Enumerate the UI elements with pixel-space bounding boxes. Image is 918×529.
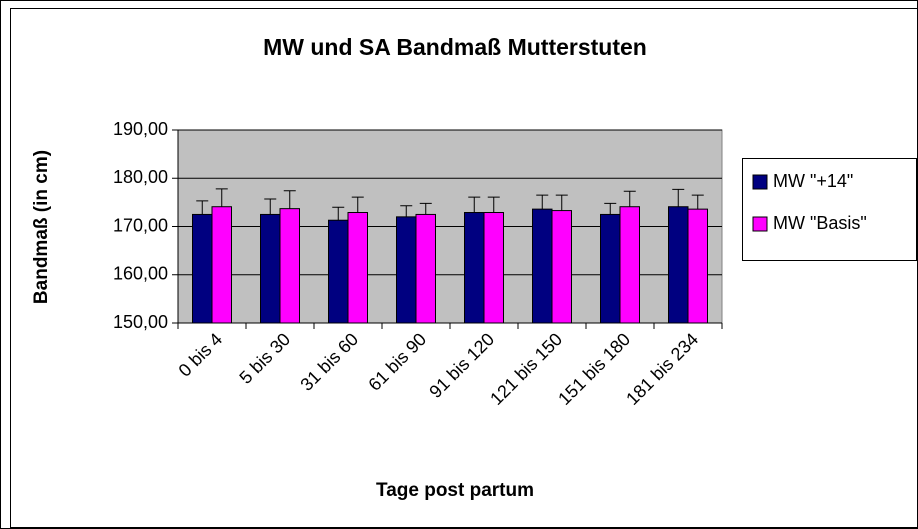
legend-swatch	[752, 216, 768, 232]
error-bar	[215, 188, 228, 207]
error-bar	[604, 202, 617, 215]
error-bar	[623, 190, 636, 207]
bar	[396, 216, 417, 324]
error-bar	[332, 206, 345, 221]
error-bar	[419, 202, 432, 215]
bar	[464, 212, 485, 324]
bar	[483, 212, 504, 324]
bar	[687, 208, 708, 324]
bar	[211, 206, 232, 324]
error-bar	[264, 198, 277, 215]
error-bar	[536, 194, 549, 210]
legend-label: MW "+14"	[773, 171, 853, 191]
legend-box	[742, 158, 917, 261]
error-bar	[487, 196, 500, 213]
bar	[347, 212, 368, 324]
bar	[328, 219, 349, 324]
error-bar	[196, 200, 209, 215]
bar	[619, 206, 640, 324]
error-bar	[351, 196, 364, 213]
error-bar	[691, 194, 704, 210]
bar	[415, 213, 436, 324]
x-axis-label: Tage post partum	[376, 480, 534, 501]
y-tick-label: 190,00	[113, 119, 168, 139]
y-tick-label: 160,00	[113, 264, 168, 284]
legend-label: MW "Basis"	[773, 213, 867, 233]
bar	[260, 213, 281, 324]
error-bar	[400, 205, 413, 217]
error-bar	[468, 196, 481, 213]
chart-title: MW und SA Bandmaß Mutterstuten	[263, 34, 647, 60]
bar	[668, 206, 689, 324]
bar	[279, 208, 300, 324]
bar	[600, 213, 621, 324]
y-tick-label: 150,00	[113, 312, 168, 332]
y-axis-label: Bandmaß (in cm)	[31, 150, 52, 304]
bar	[192, 213, 213, 324]
legend-swatch	[752, 174, 768, 190]
y-tick-label: 180,00	[113, 167, 168, 187]
error-bar	[555, 194, 568, 211]
bar	[532, 208, 553, 324]
error-bar	[283, 190, 296, 209]
bar	[551, 210, 572, 324]
y-tick-label: 170,00	[113, 215, 168, 235]
error-bar	[672, 188, 685, 207]
